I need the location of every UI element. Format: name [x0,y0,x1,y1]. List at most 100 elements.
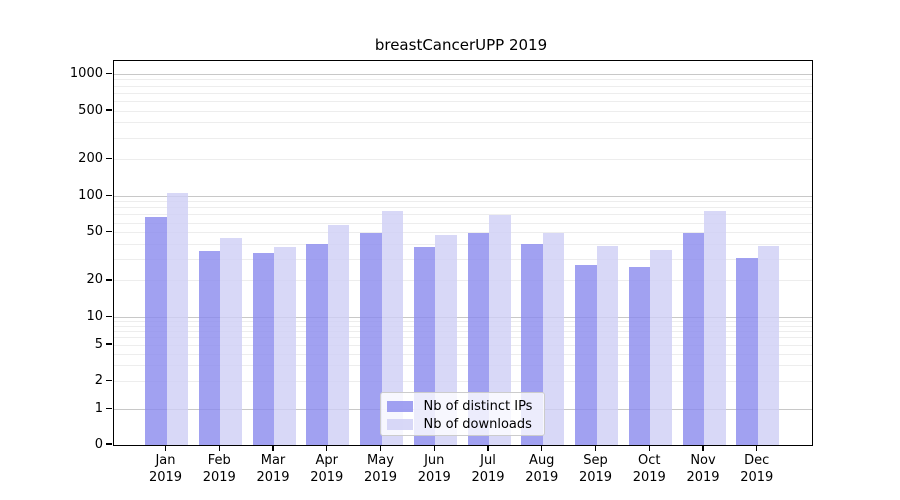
bar-nb-of-distinct-ips-jan [145,217,167,445]
x-tick-label-aug: Aug 2019 [525,453,559,485]
x-tick-jul [487,445,489,451]
x-tick-feb [218,445,220,451]
gridline-minor-y-20 [113,280,812,282]
x-tick-label-jan: Jan 2019 [148,453,183,485]
y-tick-label-10: 10 [86,308,103,324]
x-tick-dec [756,445,758,451]
bar-nb-of-downloads-oct [650,249,672,445]
gridline-major-y-1000 [113,73,812,75]
x-tick-oct [648,445,650,451]
bar-nb-of-downloads-feb [220,238,242,445]
y-tick-50 [106,231,112,233]
legend-label-distinct-ips: Nb of distinct IPs [423,399,533,414]
y-tick-500 [106,109,112,111]
y-tick-20 [106,279,112,281]
bar-nb-of-downloads-jan [166,192,188,445]
y-tick-5 [106,343,112,345]
legend-item-distinct-ips: Nb of distinct IPs [386,398,544,415]
x-tick-label-feb: Feb 2019 [202,453,236,485]
gridline-minor-y-900 [113,79,812,81]
x-tick-label-dec: Dec 2019 [740,453,774,485]
gridline-minor-y-400 [113,122,812,124]
y-tick-label-2: 2 [94,373,103,389]
gridline-minor-y-5 [113,344,812,346]
x-tick-label-may: May 2019 [363,453,398,485]
bar-nb-of-downloads-nov [704,211,726,445]
y-tick-2 [106,380,112,382]
x-tick-may [379,445,382,451]
y-tick-label-100: 100 [78,187,103,203]
gridline-minor-y-50 [113,232,812,234]
x-tick-nov [702,445,704,451]
gridline-minor-y-4 [113,353,812,355]
bar-nb-of-distinct-ips-feb [198,251,221,445]
bar-nb-of-distinct-ips-may [360,232,382,445]
x-tick-label-nov: Nov 2019 [686,453,720,485]
x-tick-jun [433,445,435,451]
bar-nb-of-distinct-ips-dec [736,257,758,445]
gridline-minor-y-7 [113,331,812,333]
x-tick-label-mar: Mar 2019 [256,453,290,485]
y-tick-1 [106,407,112,410]
x-tick-label-jul: Jul 2019 [471,453,505,485]
y-tick-label-50: 50 [86,224,103,240]
chart-title: breastCancerUPP 2019 [374,36,548,54]
gridline-minor-y-40 [113,243,812,245]
legend-swatch-downloads [386,419,413,430]
x-tick-label-jun: Jun 2019 [417,453,451,485]
y-tick-10 [106,315,112,318]
x-tick-mar [272,445,274,451]
bar-nb-of-downloads-dec [757,245,780,445]
gridline-minor-y-80 [113,207,812,209]
gridline-minor-y-2 [113,381,812,383]
y-tick-200 [106,157,112,160]
gridline-minor-y-500 [113,110,812,112]
gridline-minor-y-3 [113,365,812,367]
plot-area: Nb of distinct IPs Nb of downloads [112,60,813,446]
gridline-minor-y-30 [113,259,812,261]
gridline-minor-y-600 [113,100,812,102]
legend-label-downloads: Nb of downloads [423,417,532,432]
bar-nb-of-distinct-ips-jul [467,232,489,445]
gridline-minor-y-200 [113,159,812,161]
bar-nb-of-downloads-mar [274,247,296,445]
gridline-minor-y-70 [113,214,812,216]
x-tick-label-oct: Oct 2019 [632,453,666,485]
y-tick-0 [106,443,112,445]
bar-nb-of-distinct-ips-apr [306,244,328,445]
bar-nb-of-downloads-jul [489,214,511,445]
gridline-minor-y-90 [113,201,812,203]
bar-nb-of-distinct-ips-nov [682,232,704,445]
bar-nb-of-downloads-sep [596,245,618,445]
y-tick-label-1: 1 [94,401,103,416]
bar-nb-of-downloads-aug [542,232,565,445]
gridline-minor-y-60 [113,222,812,224]
gridline-minor-y-800 [113,85,812,87]
gridline-major-y-100 [113,195,812,197]
x-tick-sep [594,445,597,451]
x-tick-aug [541,445,543,451]
x-tick-jan [164,445,167,451]
gridline-minor-y-700 [113,92,812,94]
x-tick-label-sep: Sep 2019 [578,453,613,485]
y-tick-label-20: 20 [86,272,103,288]
y-tick-1000 [106,72,112,75]
gridline-minor-y-6 [113,337,812,339]
gridline-minor-y-300 [113,137,812,139]
bar-nb-of-distinct-ips-mar [252,252,274,445]
gridline-major-y-10 [113,316,812,318]
gridline-minor-y-9 [113,321,812,323]
chart-legend: Nb of distinct IPs Nb of downloads [379,392,545,436]
bar-nb-of-distinct-ips-sep [575,265,597,445]
bar-nb-of-distinct-ips-oct [628,267,651,445]
x-tick-apr [326,445,328,451]
legend-item-downloads: Nb of downloads [386,416,544,433]
bar-nb-of-downloads-may [381,211,403,445]
y-tick-label-500: 500 [78,102,103,118]
x-tick-label-apr: Apr 2019 [310,453,344,485]
gridline-minor-y-8 [113,325,812,327]
legend-swatch-distinct-ips [386,401,413,412]
y-tick-100 [106,194,112,196]
y-tick-label-1000: 1000 [69,65,103,81]
